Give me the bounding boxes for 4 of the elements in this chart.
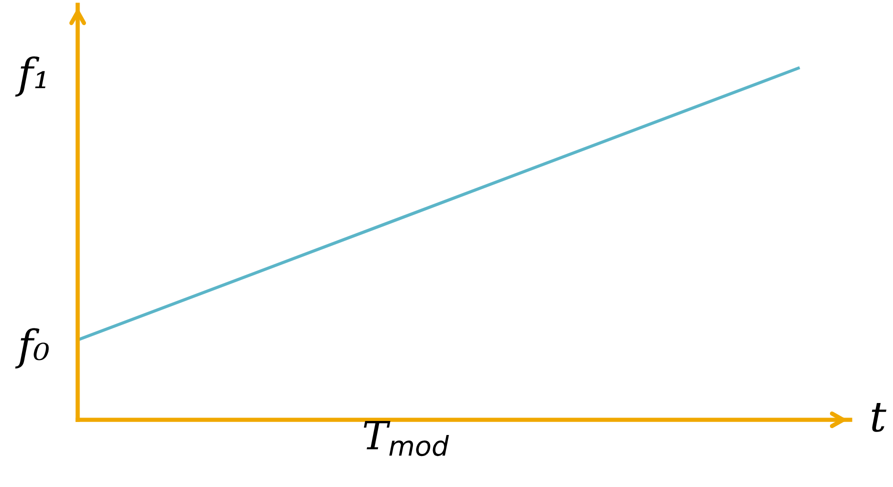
text: T$_{mod}$	[364, 420, 449, 456]
annotation: f₁	[15, 56, 46, 97]
x-axis-title: t	[872, 402, 886, 432]
annotation: f₀	[15, 328, 49, 368]
